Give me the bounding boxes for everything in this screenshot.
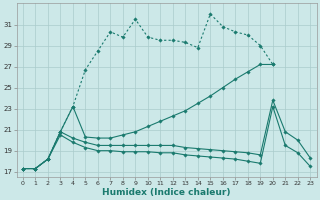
X-axis label: Humidex (Indice chaleur): Humidex (Indice chaleur) <box>102 188 231 197</box>
